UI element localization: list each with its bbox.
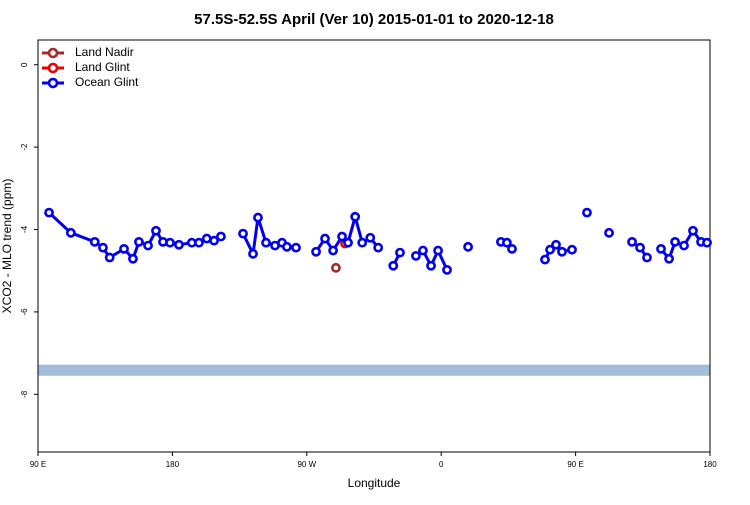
data-point xyxy=(209,235,219,246)
series-line xyxy=(48,211,222,262)
data-point xyxy=(343,237,353,248)
data-point xyxy=(395,247,405,258)
data-point xyxy=(104,252,115,263)
shaded-band xyxy=(38,364,710,376)
y-tick-label: -6 xyxy=(20,308,29,316)
data-point xyxy=(604,227,614,238)
data-point xyxy=(664,253,674,264)
data-point xyxy=(134,236,144,247)
chart-title: 57.5S-52.5S April (Ver 10) 2015-01-01 to… xyxy=(194,11,554,28)
data-point xyxy=(656,243,666,254)
legend-marker xyxy=(47,47,59,59)
data-point xyxy=(151,225,161,236)
data-point xyxy=(98,242,108,253)
data-point xyxy=(635,242,646,253)
data-point xyxy=(627,236,637,247)
data-point xyxy=(551,239,561,250)
x-tick-label: 90 W xyxy=(297,460,316,469)
data-point xyxy=(44,207,54,218)
x-tick-label: 180 xyxy=(166,460,180,469)
data-point xyxy=(291,242,301,253)
data-point xyxy=(253,212,263,223)
data-point xyxy=(119,243,129,254)
y-axis-label: XCO2 - MLO trend (ppm) xyxy=(0,179,14,314)
x-tick-label: 90 E xyxy=(567,460,583,469)
data-point xyxy=(165,237,175,248)
data-point xyxy=(320,233,330,244)
y-tick-label: 0 xyxy=(20,62,29,67)
data-point xyxy=(463,241,473,252)
data-point xyxy=(540,254,550,265)
data-point xyxy=(567,244,577,255)
data-point xyxy=(502,237,512,248)
data-point xyxy=(311,246,321,257)
data-point xyxy=(328,245,338,256)
data-point xyxy=(331,262,341,273)
data-point xyxy=(670,236,680,247)
data-point xyxy=(507,243,517,254)
x-tick-label: 0 xyxy=(439,460,444,469)
data-point xyxy=(582,207,592,218)
legend-marker xyxy=(47,77,59,89)
data-point xyxy=(426,260,436,271)
x-tick-label: 180 xyxy=(703,460,717,469)
data-point xyxy=(642,252,652,263)
data-point xyxy=(545,244,555,255)
data-point xyxy=(357,237,368,248)
y-tick-label: -4 xyxy=(20,225,29,233)
data-point xyxy=(89,236,100,247)
legend-label: Land Nadir xyxy=(75,45,134,59)
legend-label: Ocean Glint xyxy=(75,75,139,89)
data-point xyxy=(216,231,226,242)
data-point xyxy=(194,237,204,248)
data-point xyxy=(388,260,399,271)
data-point xyxy=(418,245,428,256)
data-point xyxy=(702,237,712,248)
data-point xyxy=(174,239,184,250)
data-point xyxy=(433,245,443,256)
x-axis-label: Longitude xyxy=(348,476,401,490)
data-point xyxy=(373,242,384,253)
y-tick-label: -8 xyxy=(20,390,29,398)
x-tick-label: 90 E xyxy=(30,460,46,469)
data-point xyxy=(411,250,421,261)
legend-marker xyxy=(47,62,59,74)
data-point xyxy=(238,228,248,239)
data-point xyxy=(365,232,376,243)
data-point xyxy=(679,240,689,251)
data-point xyxy=(261,237,271,248)
data-point xyxy=(128,253,138,264)
y-tick-label: -2 xyxy=(20,143,29,151)
data-point xyxy=(282,241,292,252)
data-point xyxy=(557,246,567,257)
data-point xyxy=(65,227,76,238)
data-point xyxy=(248,248,258,259)
data-point xyxy=(688,225,698,236)
data-point xyxy=(337,231,347,242)
data-point xyxy=(350,211,361,222)
data-point xyxy=(143,240,153,251)
legend-label: Land Glint xyxy=(75,60,130,74)
data-point xyxy=(442,264,452,275)
